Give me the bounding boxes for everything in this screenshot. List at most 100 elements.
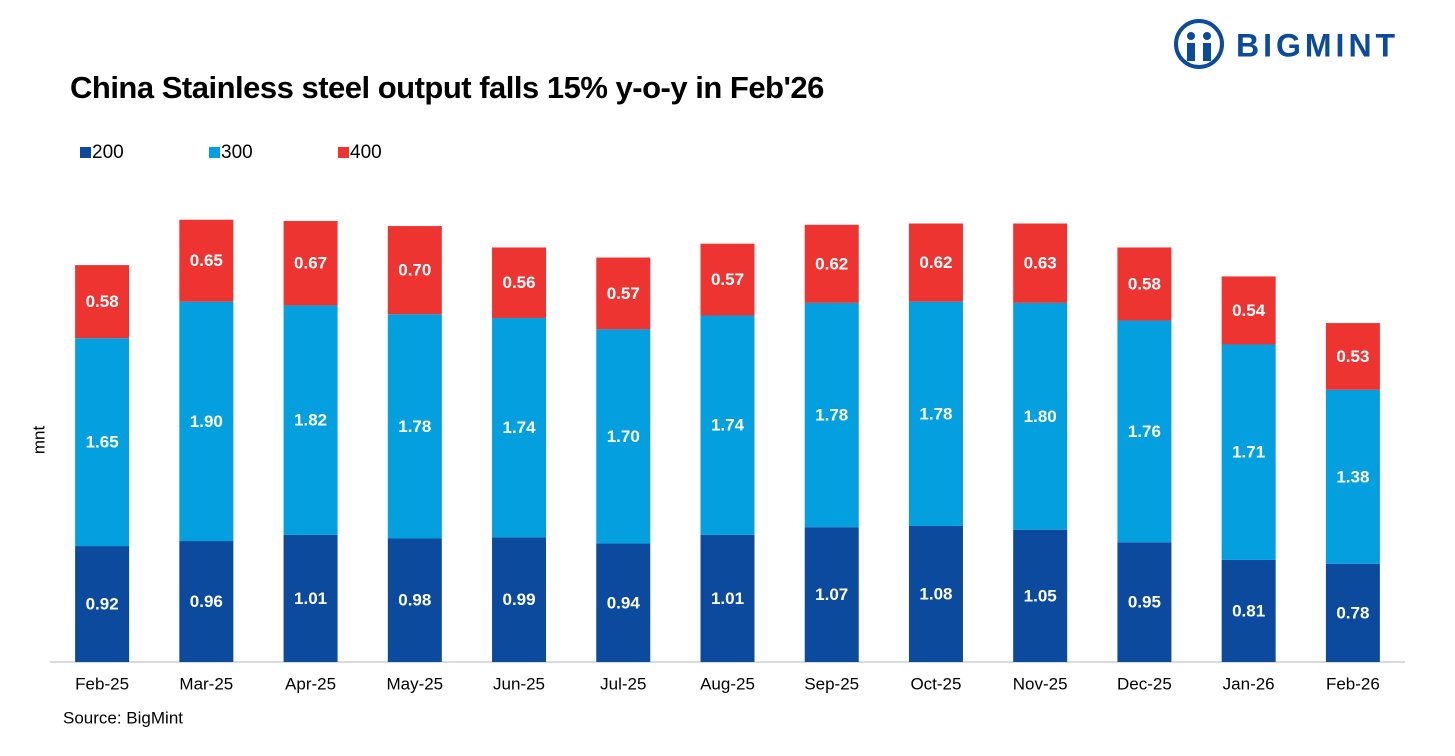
bar-segment — [387, 314, 442, 539]
bar-segment — [283, 221, 338, 306]
bar-segment — [804, 224, 859, 303]
value-label: 0.99 — [502, 590, 535, 609]
value-label: 0.65 — [190, 251, 223, 270]
bar-segment — [1117, 247, 1172, 321]
x-tick-label: Jun-25 — [493, 674, 545, 693]
bar-segment — [804, 302, 859, 528]
value-label: 0.94 — [607, 593, 641, 612]
x-tick-label: Mar-25 — [179, 674, 233, 693]
x-tick-label: Dec-25 — [1117, 674, 1172, 693]
bar-segment — [1221, 276, 1276, 345]
value-label: 0.54 — [1232, 301, 1266, 320]
bar-segment — [387, 226, 442, 315]
value-label: 0.81 — [1232, 601, 1265, 620]
value-label: 1.82 — [294, 411, 327, 430]
x-tick-label: Jan-26 — [1223, 674, 1275, 693]
bar-segment — [283, 305, 338, 535]
x-tick-label: Aug-25 — [700, 674, 755, 693]
bar-segment — [700, 534, 755, 662]
value-label: 1.80 — [1024, 407, 1057, 426]
bar-segment — [283, 534, 338, 662]
bar-segment — [1221, 344, 1276, 560]
bar-segment — [908, 525, 963, 662]
value-label: 1.38 — [1336, 467, 1369, 486]
value-label: 0.95 — [1128, 593, 1161, 612]
source: Source: BigMint — [63, 708, 183, 727]
value-label: 1.74 — [502, 418, 536, 437]
legend-label: 400 — [350, 142, 382, 163]
bar-segment — [596, 257, 651, 330]
logo-icon — [1187, 32, 1195, 40]
chart-title: China Stainless steel output falls 15% y… — [70, 70, 824, 105]
value-label: 1.70 — [607, 427, 640, 446]
bar-segment — [492, 537, 547, 662]
bar-segment — [492, 318, 547, 538]
bar-segment — [1117, 320, 1172, 543]
value-label: 0.63 — [1024, 254, 1057, 273]
value-label: 1.01 — [294, 589, 327, 608]
x-tick-label: Apr-25 — [285, 674, 336, 693]
value-label: 0.96 — [190, 592, 223, 611]
x-tick-label: Jul-25 — [600, 674, 646, 693]
y-axis-label: mnt — [29, 426, 48, 455]
value-label: 0.57 — [711, 270, 744, 289]
bar-segment — [1221, 559, 1276, 662]
bar-segment — [1117, 542, 1172, 662]
logo-icon — [1187, 43, 1195, 61]
value-label: 1.76 — [1128, 422, 1161, 441]
value-label: 1.78 — [919, 404, 952, 423]
logo-icon — [1203, 43, 1211, 61]
bar-segment — [75, 546, 130, 662]
bar-segment — [1013, 223, 1068, 303]
value-label: 1.08 — [919, 584, 952, 603]
bar-segment — [75, 338, 130, 547]
value-label: 0.67 — [294, 254, 327, 273]
bar-segment — [700, 243, 755, 316]
logo-text: BIGMINT — [1236, 27, 1399, 63]
legend-label: 200 — [92, 142, 124, 163]
value-label: 1.01 — [711, 589, 744, 608]
value-label: 0.98 — [398, 591, 431, 610]
value-label: 1.71 — [1232, 443, 1265, 462]
legend-swatch — [80, 147, 91, 158]
value-label: 0.78 — [1336, 603, 1369, 622]
bar-segment — [179, 541, 234, 662]
x-tick-label: Oct-25 — [910, 674, 961, 693]
x-tick-label: Nov-25 — [1013, 674, 1068, 693]
x-tick-label: Feb-25 — [75, 674, 129, 693]
value-label: 0.92 — [86, 595, 119, 614]
value-label: 1.65 — [86, 433, 119, 452]
value-label: 0.53 — [1336, 347, 1369, 366]
bar-segment — [908, 301, 963, 526]
value-label: 0.62 — [815, 254, 848, 273]
value-label: 0.58 — [1128, 274, 1161, 293]
value-label: 1.90 — [190, 412, 223, 431]
value-label: 1.74 — [711, 416, 745, 435]
value-label: 0.56 — [502, 273, 535, 292]
x-tick-label: Sep-25 — [804, 674, 859, 693]
bar-segment — [908, 223, 963, 302]
bar-segment — [596, 329, 651, 544]
value-label: 1.78 — [815, 406, 848, 425]
value-label: 1.05 — [1024, 586, 1057, 605]
x-tick-label: May-25 — [386, 674, 443, 693]
bar-segment — [700, 315, 755, 535]
bar-segment — [179, 301, 234, 542]
legend-swatch — [338, 147, 349, 158]
value-label: 0.70 — [398, 261, 431, 280]
value-label: 0.58 — [86, 292, 119, 311]
bar-segment — [179, 219, 234, 302]
bar-segment — [387, 538, 442, 662]
bar-segment — [1325, 323, 1380, 390]
bar-segment — [492, 247, 547, 319]
bar-segment — [596, 543, 651, 662]
bar-segment — [1325, 563, 1380, 662]
legend-swatch — [209, 147, 220, 158]
bar-segment — [804, 527, 859, 662]
value-label: 1.78 — [398, 417, 431, 436]
value-label: 0.57 — [607, 284, 640, 303]
value-label: 0.62 — [919, 253, 952, 272]
x-tick-label: Feb-26 — [1326, 674, 1380, 693]
logo: BIGMINT — [1174, 19, 1399, 69]
